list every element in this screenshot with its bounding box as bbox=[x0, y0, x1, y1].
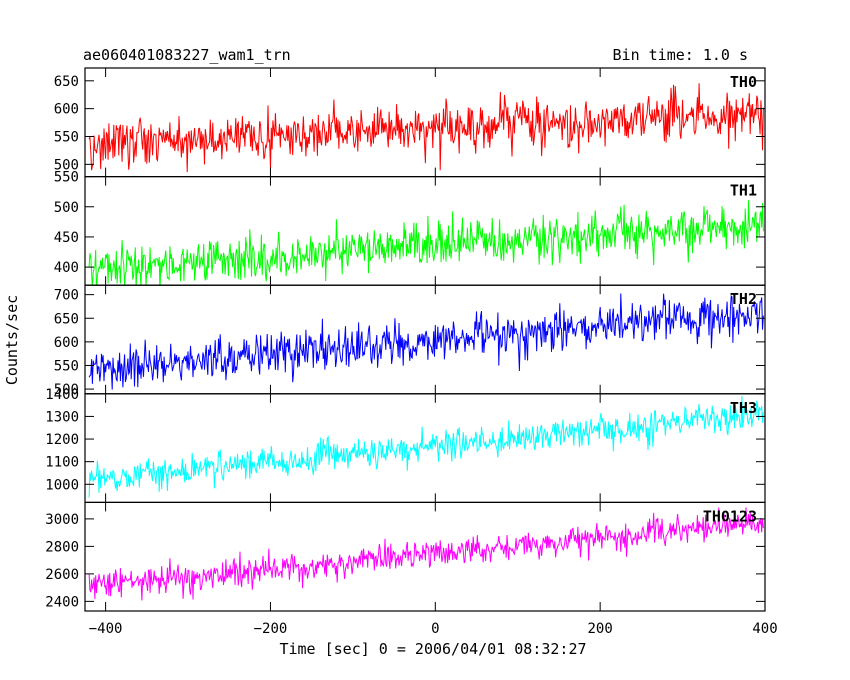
y-tick-label-th1: 450 bbox=[54, 230, 79, 246]
y-tick-label-th2: 700 bbox=[54, 288, 79, 304]
y-axis-label: Counts/sec bbox=[3, 295, 21, 385]
y-tick-label-th3: 1000 bbox=[45, 477, 79, 493]
panel-label-th2: TH2 bbox=[730, 290, 757, 308]
y-tick-label-th1: 400 bbox=[54, 260, 79, 276]
series-line-th0123 bbox=[88, 507, 764, 601]
y-tick-label-th0123: 3000 bbox=[45, 512, 79, 528]
y-tick-label-th0: 650 bbox=[54, 74, 79, 90]
x-tick-label: −400 bbox=[89, 621, 123, 637]
panel-label-th3: TH3 bbox=[730, 399, 757, 417]
y-tick-label-th2: 550 bbox=[54, 358, 79, 374]
y-tick-label-th2: 600 bbox=[54, 335, 79, 351]
x-tick-label: 200 bbox=[588, 621, 613, 637]
bin-time-label: Bin time: 1.0 s bbox=[613, 46, 748, 64]
y-tick-label-th1: 550 bbox=[54, 170, 79, 186]
x-tick-label: −200 bbox=[254, 621, 288, 637]
y-tick-label-th3: 1100 bbox=[45, 455, 79, 471]
y-tick-label-th0123: 2600 bbox=[45, 567, 79, 583]
panel-label-th0: TH0 bbox=[730, 73, 757, 91]
y-tick-label-th2: 650 bbox=[54, 311, 79, 327]
series-line-th0 bbox=[88, 83, 764, 173]
x-tick-label: 400 bbox=[752, 621, 777, 637]
y-tick-label-th0: 500 bbox=[54, 157, 79, 173]
series-line-th2 bbox=[88, 293, 764, 390]
series-line-th1 bbox=[88, 200, 764, 286]
panel-label-th1: TH1 bbox=[730, 182, 757, 200]
y-tick-label-th3: 1300 bbox=[45, 409, 79, 425]
x-tick-label: 0 bbox=[431, 621, 439, 637]
x-axis-label: Time [sec] 0 = 2006/04/01 08:32:27 bbox=[279, 640, 586, 658]
panel-label-th0123: TH0123 bbox=[703, 507, 757, 525]
y-tick-label-th0123: 2800 bbox=[45, 539, 79, 555]
series-line-th3 bbox=[88, 395, 764, 498]
y-tick-label-th3: 1400 bbox=[45, 387, 79, 403]
y-tick-label-th0: 550 bbox=[54, 130, 79, 146]
y-tick-label-th0: 600 bbox=[54, 102, 79, 118]
panel-frame-th0123 bbox=[84, 501, 766, 612]
y-tick-label-th3: 1200 bbox=[45, 432, 79, 448]
y-tick-label-th2: 500 bbox=[54, 382, 79, 398]
chart-title: ae060401083227_wam1_trn bbox=[83, 46, 291, 64]
y-tick-label-th0123: 2400 bbox=[45, 594, 79, 610]
y-tick-label-th1: 500 bbox=[54, 200, 79, 216]
